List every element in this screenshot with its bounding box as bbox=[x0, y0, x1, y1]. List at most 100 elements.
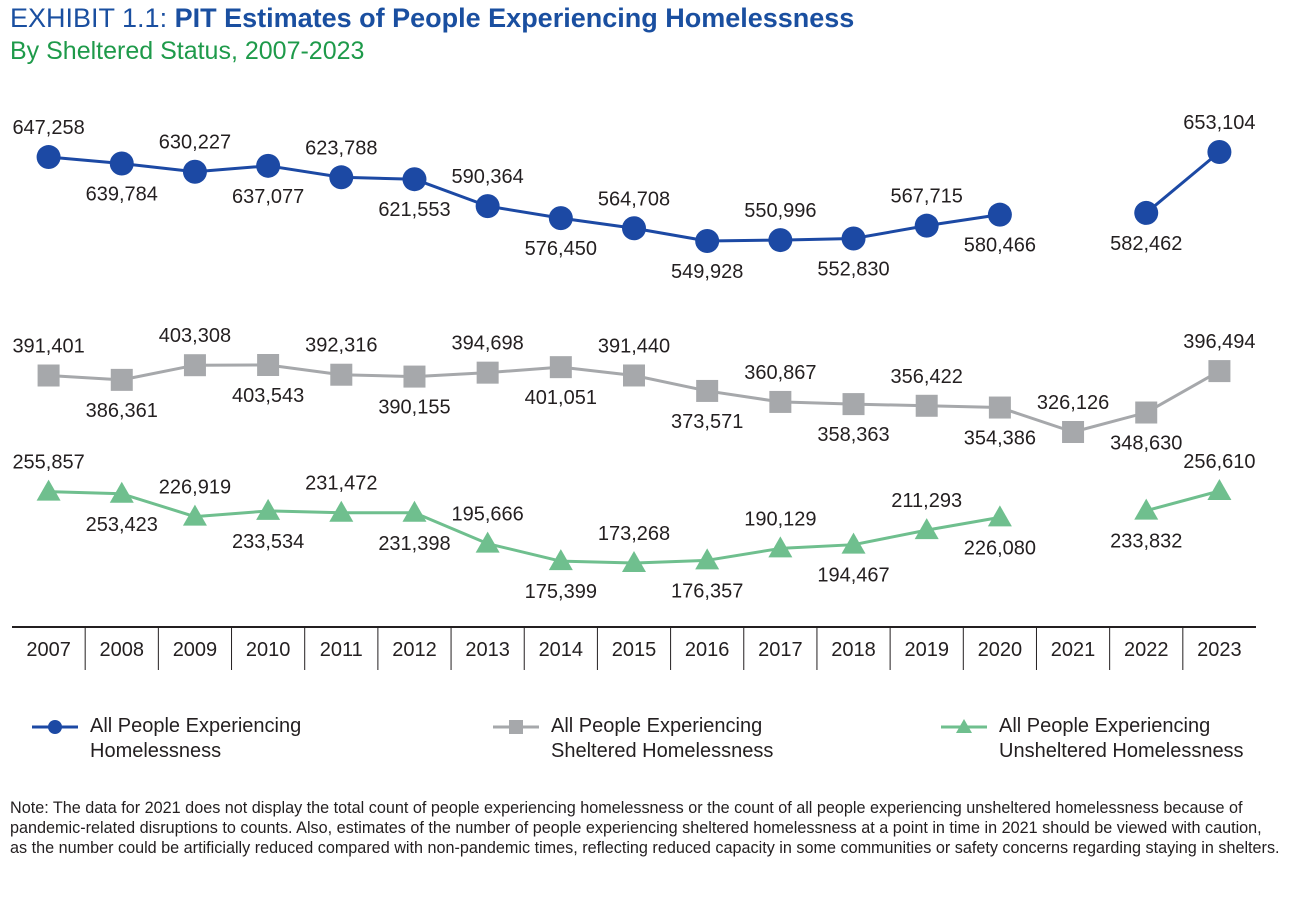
legend-label: All People Experiencing Unsheltered Home… bbox=[999, 715, 1244, 762]
total-point bbox=[402, 167, 427, 192]
chart-title-prefix: EXHIBIT 1.1: bbox=[10, 3, 175, 33]
unsheltered-data-label: 175,399 bbox=[525, 581, 597, 603]
sheltered-data-label: 326,126 bbox=[1037, 392, 1109, 414]
total-point bbox=[987, 202, 1012, 227]
total-point bbox=[622, 216, 646, 241]
x-tick-label: 2016 bbox=[685, 639, 730, 661]
total-data-label: 582,462 bbox=[1110, 233, 1182, 255]
unsheltered-point bbox=[475, 531, 500, 553]
sheltered-point bbox=[1135, 401, 1158, 424]
unsheltered-data-label: 211,293 bbox=[891, 490, 962, 512]
sheltered-data-label: 386,361 bbox=[86, 400, 158, 422]
legend-item-unsheltered: All People Experiencing Unsheltered Home… bbox=[939, 714, 1259, 764]
sheltered-data-label: 390,155 bbox=[378, 397, 450, 419]
sheltered-data-label: 348,630 bbox=[1110, 433, 1182, 455]
total-point bbox=[36, 145, 61, 170]
total-data-label: 567,715 bbox=[891, 186, 963, 208]
sheltered-data-label: 401,051 bbox=[525, 387, 597, 409]
sheltered-point bbox=[257, 354, 280, 376]
unsheltered-series-line bbox=[1145, 489, 1220, 513]
legend-square-marker-icon bbox=[491, 714, 551, 740]
x-tick-label: 2019 bbox=[904, 639, 949, 661]
total-series-line bbox=[48, 155, 1001, 243]
unsheltered-data-label: 176,357 bbox=[671, 580, 743, 602]
total-data-label: 590,364 bbox=[451, 166, 523, 188]
sheltered-point bbox=[330, 363, 353, 386]
chart-title-main: PIT Estimates of People Experiencing Hom… bbox=[174, 3, 855, 33]
chart-title: EXHIBIT 1.1: PIT Estimates of People Exp… bbox=[10, 2, 854, 34]
unsheltered-point bbox=[36, 479, 61, 501]
total-point bbox=[256, 153, 281, 178]
unsheltered-point bbox=[256, 498, 281, 520]
total-point bbox=[475, 194, 500, 219]
total-data-label: 623,788 bbox=[305, 137, 377, 159]
x-tick-label: 2011 bbox=[320, 639, 363, 661]
sheltered-point bbox=[623, 364, 645, 387]
line-chart: 2007 2008 2009 2010 2011 2012 2013 2014 2015 2016… bbox=[12, 112, 1256, 670]
legend-label: All People Experiencing Sheltered Homele… bbox=[551, 715, 774, 762]
x-tick-label: 2007 bbox=[26, 639, 71, 661]
chart-note: Note: The data for 2021 does not display… bbox=[10, 799, 1280, 857]
legend-label: All People Experiencing Homelessness bbox=[90, 715, 302, 762]
sheltered-point bbox=[1208, 360, 1231, 383]
x-tick-label: 2008 bbox=[100, 639, 145, 661]
sheltered-point bbox=[183, 354, 206, 377]
unsheltered-data-label: 194,467 bbox=[817, 565, 889, 587]
unsheltered-data-label: 173,268 bbox=[598, 523, 670, 545]
sheltered-point bbox=[37, 364, 60, 387]
x-tick-label: 2014 bbox=[539, 639, 584, 661]
x-tick-label: 2020 bbox=[978, 639, 1023, 661]
unsheltered-data-label: 253,423 bbox=[86, 514, 158, 536]
unsheltered-data-label: 226,919 bbox=[159, 477, 231, 499]
total-series-line bbox=[1145, 150, 1221, 215]
total-point bbox=[1207, 140, 1232, 164]
unsheltered-point bbox=[841, 532, 866, 554]
total-point bbox=[1134, 200, 1159, 225]
total-data-label: 621,553 bbox=[378, 199, 450, 221]
unsheltered-data-label: 195,666 bbox=[451, 504, 523, 526]
unsheltered-point bbox=[329, 500, 354, 522]
total-point bbox=[182, 159, 207, 184]
x-tick-label: 2021 bbox=[1051, 639, 1096, 661]
sheltered-data-label: 396,494 bbox=[1183, 331, 1255, 353]
sheltered-point bbox=[1062, 421, 1085, 443]
unsheltered-data-label: 231,398 bbox=[378, 533, 450, 555]
sheltered-point bbox=[696, 379, 719, 402]
x-tick-label: 2009 bbox=[173, 639, 218, 661]
total-point bbox=[841, 226, 866, 251]
total-data-label: 637,077 bbox=[232, 186, 304, 208]
total-point bbox=[914, 213, 939, 238]
total-data-label: 580,466 bbox=[964, 235, 1036, 257]
chart-subtitle: By Sheltered Status, 2007-2023 bbox=[10, 37, 365, 65]
x-tick-label: 2010 bbox=[246, 639, 291, 661]
x-tick-label: 2018 bbox=[831, 639, 876, 661]
x-tick-label: 2015 bbox=[612, 639, 657, 661]
sheltered-data-label: 373,571 bbox=[671, 411, 743, 433]
x-tick-label: 2022 bbox=[1124, 639, 1169, 661]
unsheltered-data-label: 256,610 bbox=[1183, 451, 1255, 473]
unsheltered-data-label: 226,080 bbox=[964, 537, 1036, 559]
unsheltered-point bbox=[914, 518, 939, 540]
legend-triangle-marker-icon bbox=[939, 714, 999, 740]
sheltered-point bbox=[476, 361, 499, 384]
total-data-label: 550,996 bbox=[744, 200, 816, 222]
sheltered-point bbox=[549, 356, 572, 379]
legend-item-sheltered: All People Experiencing Sheltered Homele… bbox=[491, 714, 811, 764]
unsheltered-point bbox=[695, 548, 720, 570]
sheltered-data-label: 392,316 bbox=[305, 335, 377, 357]
unsheltered-point bbox=[182, 504, 207, 526]
legend-item-total: All People Experiencing Homelessness bbox=[30, 714, 350, 764]
sheltered-data-label: 358,363 bbox=[817, 424, 889, 446]
x-tick-label: 2012 bbox=[392, 639, 437, 661]
sheltered-data-label: 356,422 bbox=[891, 366, 963, 388]
total-point bbox=[695, 229, 720, 253]
sheltered-data-label: 391,440 bbox=[598, 335, 670, 357]
total-point bbox=[548, 206, 573, 231]
unsheltered-series-line bbox=[48, 490, 1001, 565]
x-tick-label: 2023 bbox=[1197, 639, 1242, 661]
unsheltered-point bbox=[1207, 479, 1232, 500]
unsheltered-data-label: 233,832 bbox=[1110, 531, 1182, 553]
sheltered-data-label: 360,867 bbox=[744, 362, 816, 384]
total-data-label: 639,784 bbox=[86, 183, 158, 205]
x-tick-label: 2013 bbox=[465, 639, 510, 661]
